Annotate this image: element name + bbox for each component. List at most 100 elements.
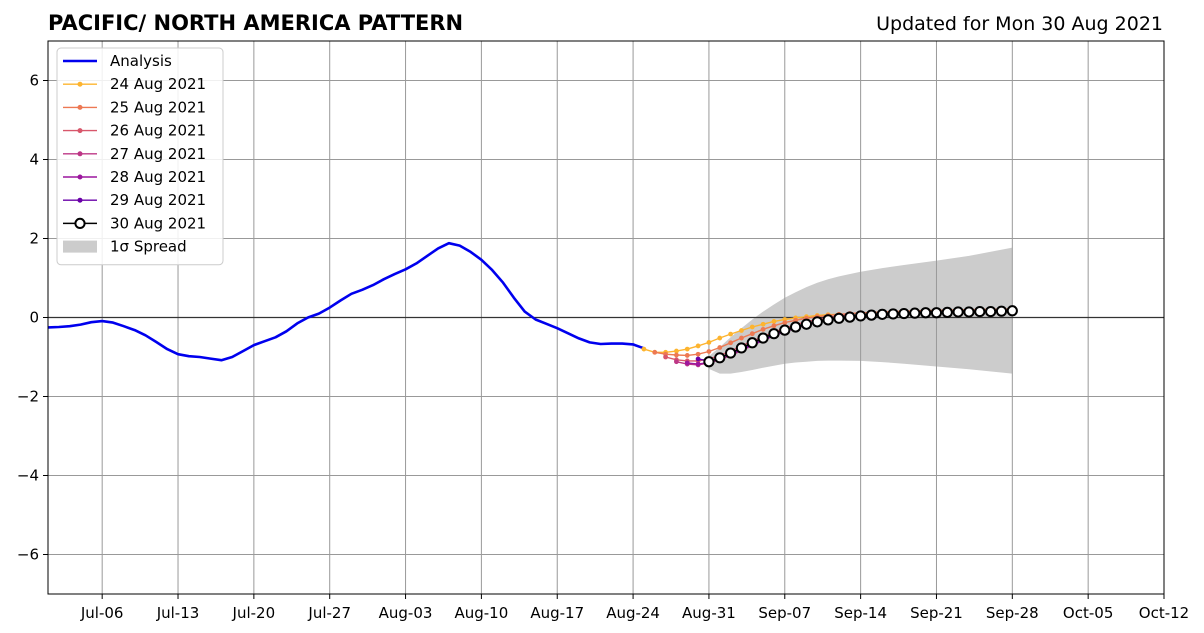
- chart-title: PACIFIC/ NORTH AMERICA PATTERN: [48, 11, 463, 35]
- legend-handle-marker: [77, 104, 83, 110]
- plot-area: [43, 40, 1165, 599]
- forecast-point: [749, 331, 755, 337]
- current-forecast-point: [952, 306, 964, 318]
- current-forecast-point: [735, 342, 748, 354]
- legend: Analysis 24 Aug 2021 25 Aug 2021 26 Aug 202…: [56, 47, 224, 266]
- forecast-point: [695, 356, 701, 362]
- legend-label: 1σ Spread: [110, 238, 187, 256]
- current-forecast-point: [703, 356, 715, 368]
- forecast-point: [684, 360, 690, 366]
- current-forecast-point: [768, 328, 780, 340]
- legend-handle-marker: [77, 81, 83, 87]
- legend-label: 29 Aug 2021: [110, 191, 206, 209]
- forecast-point: [739, 328, 744, 333]
- current-forecast-point: [887, 308, 899, 320]
- x-tick-label: Sep-21: [910, 604, 963, 622]
- series-line-forecast: [654, 308, 1013, 357]
- legend-handle-marker: [77, 197, 83, 203]
- current-forecast-point: [833, 312, 845, 324]
- current-forecast-point: [800, 318, 813, 330]
- current-forecast-point: [995, 305, 1008, 317]
- y-tick-label: −4: [17, 467, 39, 485]
- current-forecast-point: [865, 309, 878, 321]
- forecast-point: [674, 352, 679, 358]
- forecast-point: [695, 343, 701, 349]
- y-tick-label: 2: [29, 230, 39, 248]
- current-forecast-point: [930, 307, 943, 319]
- x-tick-label: Sep-07: [758, 604, 811, 622]
- current-forecast-point: [855, 310, 867, 322]
- y-tick-label: 4: [29, 151, 39, 169]
- forecast-point: [771, 319, 777, 324]
- forecast-point: [695, 351, 701, 357]
- legend-box: [56, 47, 224, 266]
- current-forecast-point: [941, 306, 953, 318]
- forecast-point: [717, 335, 723, 341]
- y-tick-label: 0: [29, 309, 39, 327]
- current-forecast-point: [909, 307, 921, 319]
- forecast-point: [739, 335, 744, 341]
- legend-handle-marker: [74, 217, 86, 229]
- x-tick-label: Aug-17: [530, 604, 584, 622]
- x-tick-label: Aug-31: [682, 604, 736, 622]
- current-forecast-point: [920, 307, 932, 319]
- y-axis-tick-labels: 6 4 2 0 −2 −4 −6: [17, 72, 39, 564]
- current-forecast-point: [725, 347, 737, 359]
- x-tick-label: Sep-28: [986, 604, 1039, 622]
- current-forecast-point: [985, 305, 997, 318]
- x-tick-label: Aug-10: [454, 604, 508, 622]
- legend-label: 30 Aug 2021: [110, 214, 206, 232]
- legend-label: 25 Aug 2021: [110, 98, 206, 116]
- legend-label: Analysis: [110, 52, 172, 70]
- legend-label: 28 Aug 2021: [110, 168, 206, 186]
- forecast-point: [760, 326, 766, 332]
- legend-label: 24 Aug 2021: [110, 75, 206, 93]
- forecast-point: [674, 348, 679, 354]
- legend-handle-marker: [77, 128, 83, 134]
- forecast-point: [684, 353, 690, 358]
- current-forecast-point: [757, 332, 769, 344]
- forecast-point: [728, 340, 734, 346]
- forecast-point: [717, 345, 723, 350]
- chart-subtitle: Updated for Mon 30 Aug 2021: [876, 13, 1163, 35]
- current-forecast-point: [779, 324, 791, 336]
- x-tick-label: Oct-05: [1063, 604, 1113, 622]
- x-tick-label: Jul-27: [307, 604, 351, 622]
- x-tick-label: Aug-03: [379, 604, 433, 622]
- current-forecast-point: [898, 307, 910, 320]
- x-tick-label: Jul-20: [232, 604, 276, 622]
- x-tick-label: Oct-12: [1139, 604, 1189, 622]
- current-forecast-point: [811, 316, 823, 328]
- forecast-point: [641, 346, 647, 352]
- current-forecast-point: [714, 352, 726, 364]
- forecast-point: [663, 354, 668, 360]
- legend-label: 26 Aug 2021: [110, 122, 206, 140]
- forecast-point: [674, 359, 679, 365]
- current-forecast-point: [974, 305, 986, 318]
- legend-handle-marker: [77, 151, 83, 157]
- y-tick-label: −2: [17, 388, 39, 406]
- forecast-point: [760, 321, 766, 327]
- forecast-point: [782, 320, 788, 326]
- x-tick-label: Aug-24: [606, 604, 660, 622]
- current-forecast-point: [844, 311, 856, 323]
- current-forecast-point: [963, 306, 975, 318]
- current-forecast-point: [1006, 305, 1018, 317]
- forecast-point: [684, 346, 690, 352]
- forecast-point: [706, 349, 712, 354]
- series-line-analysis: [47, 241, 645, 362]
- x-tick-label: Jul-13: [156, 604, 200, 622]
- forecast-point: [728, 331, 734, 337]
- forecast-point: [652, 349, 658, 355]
- legend-label: 27 Aug 2021: [110, 145, 206, 163]
- current-forecast-point: [790, 321, 802, 333]
- forecast-point: [749, 324, 755, 330]
- y-tick-label: 6: [29, 72, 39, 90]
- forecast-point: [706, 339, 712, 345]
- current-forecast-point: [822, 314, 834, 326]
- current-forecast-point: [876, 308, 888, 320]
- legend-handle-patch: [63, 240, 97, 253]
- forecast-point: [695, 361, 701, 367]
- legend-handle-marker: [77, 174, 83, 180]
